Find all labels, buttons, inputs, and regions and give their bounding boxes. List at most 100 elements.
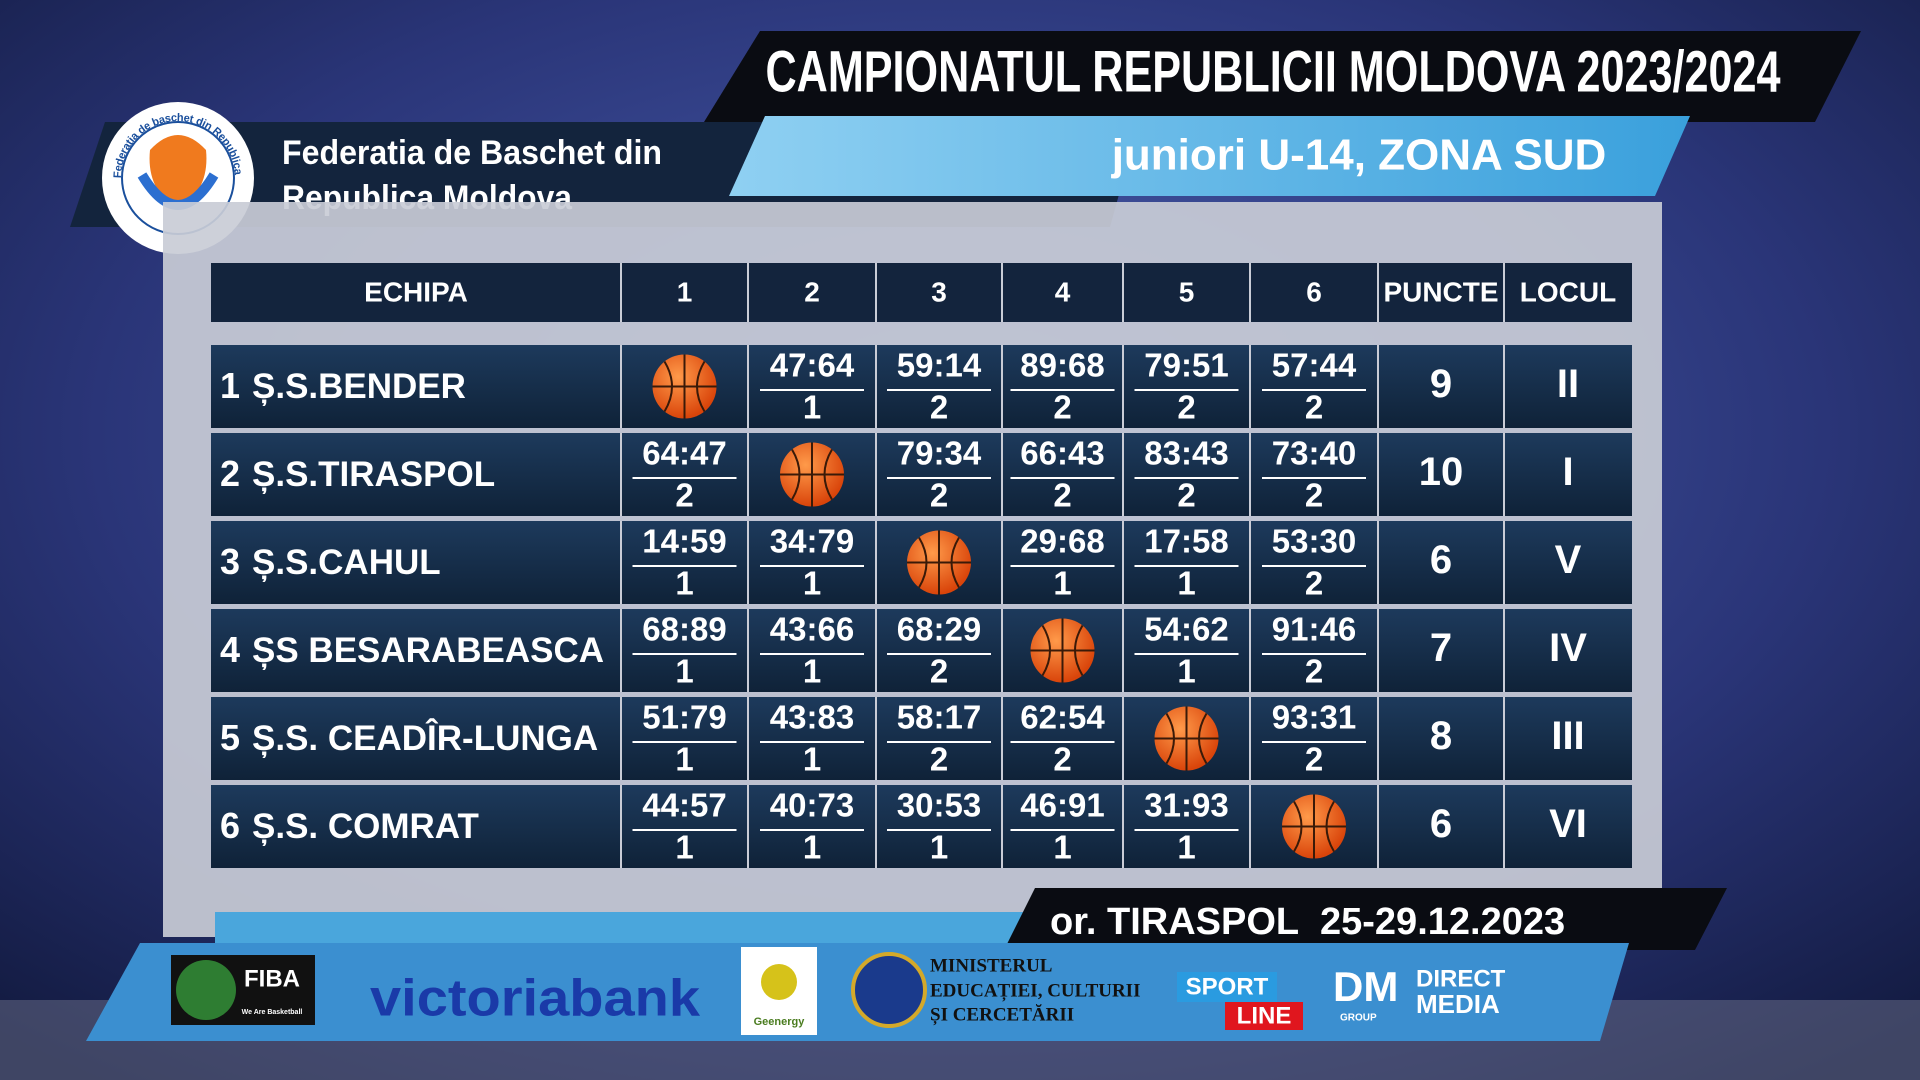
score: 53:30 xyxy=(1272,523,1356,560)
table-row xyxy=(211,609,1632,692)
sport: SPORT xyxy=(1186,973,1269,1000)
sport-box xyxy=(1177,972,1277,1002)
score: 46:91 xyxy=(1020,787,1104,824)
match-points: 2 xyxy=(1053,477,1071,514)
team-number: 6 xyxy=(220,805,240,846)
score: 59:14 xyxy=(897,347,982,384)
place: II xyxy=(1557,362,1579,406)
location-bar xyxy=(1004,888,1727,950)
place: III xyxy=(1551,714,1584,758)
total-points: 8 xyxy=(1430,714,1452,758)
team-name: Ș.S.BENDER xyxy=(252,367,466,406)
match-points: 1 xyxy=(803,829,821,866)
ball-seam xyxy=(1030,618,1095,683)
line: LINE xyxy=(1237,1002,1292,1029)
media-media: MEDIA xyxy=(1416,989,1500,1019)
score: 68:89 xyxy=(642,611,726,648)
score: 73:40 xyxy=(1272,435,1356,472)
table: ECHIPA 1 2 3 4 5 6 PUNCTE LOCUL 1 Ș.S.BENDER 47:64 1… xyxy=(211,263,1632,868)
subtitle-bar xyxy=(729,116,1690,196)
footer-strip xyxy=(215,912,1115,944)
ball-seam xyxy=(780,442,844,507)
ministry-line: MINISTERUL xyxy=(930,955,1052,976)
place: VI xyxy=(1549,802,1587,846)
match-points: 1 xyxy=(803,389,821,426)
match-points: 1 xyxy=(1177,829,1195,866)
score: 66:43 xyxy=(1020,435,1104,472)
score: 40:73 xyxy=(770,787,854,824)
team-name: Ș.S. COMRAT xyxy=(252,807,479,846)
score: 91:46 xyxy=(1272,611,1356,648)
fiba-tagline: We Are Basketball xyxy=(242,1009,303,1016)
match-points: 2 xyxy=(930,741,948,778)
match-points: 2 xyxy=(930,389,948,426)
match-points: 1 xyxy=(1177,653,1195,690)
media-group: GROUP xyxy=(1340,1013,1377,1024)
total-points: 6 xyxy=(1430,802,1452,846)
match-points: 2 xyxy=(1305,389,1323,426)
ball-seam xyxy=(1154,706,1219,771)
team-number: 2 xyxy=(220,453,240,494)
total-points: 10 xyxy=(1419,450,1464,494)
match-points: 2 xyxy=(930,477,948,514)
match-points: 1 xyxy=(803,653,821,690)
table-row xyxy=(211,785,1632,868)
line-box xyxy=(1225,1002,1303,1030)
score: 83:43 xyxy=(1144,435,1228,472)
score: 58:17 xyxy=(897,699,981,736)
team-number: 4 xyxy=(220,629,240,670)
score: 89:68 xyxy=(1020,347,1104,384)
score: 14:59 xyxy=(642,523,726,560)
column-header: 6 xyxy=(1306,276,1322,307)
column-header: 5 xyxy=(1179,276,1195,307)
ministry-line: ȘI CERCETĂRII xyxy=(930,1003,1074,1025)
energy-bulb xyxy=(761,964,797,1000)
match-points: 2 xyxy=(1305,477,1323,514)
energy: Geenergy xyxy=(754,1016,806,1028)
fiba-ball xyxy=(176,960,236,1020)
media-direct: DIRECT xyxy=(1416,965,1506,992)
place: V xyxy=(1555,538,1582,582)
title-bar xyxy=(704,31,1861,122)
team-name: Ș.S.CAHUL xyxy=(252,543,441,582)
score: 51:79 xyxy=(642,699,726,736)
score: 43:83 xyxy=(770,699,854,736)
subtitle: juniori U-14, ZONA SUD xyxy=(1111,131,1607,180)
table-row xyxy=(211,697,1632,780)
team-name: ȘS BESARABEASCA xyxy=(252,631,604,670)
match-points: 2 xyxy=(1177,389,1195,426)
ball-seam xyxy=(1282,794,1346,859)
federation-line: Federatia de Baschet din xyxy=(282,134,662,172)
ball-seam xyxy=(907,530,971,595)
match-points: 2 xyxy=(1305,653,1323,690)
score: 29:68 xyxy=(1020,523,1104,560)
match-points: 2 xyxy=(675,477,693,514)
bank: victoriabank xyxy=(370,970,700,1028)
column-header: PUNCTE xyxy=(1383,276,1498,307)
team-name: Ș.S. CEADÎR-LUNGA xyxy=(252,718,598,758)
title: CAMPIONATUL REPUBLICII MOLDOVA 2023/2024 xyxy=(766,39,1781,104)
match-points: 2 xyxy=(930,653,948,690)
column-header: 2 xyxy=(804,276,820,307)
match-points: 2 xyxy=(1053,741,1071,778)
match-points: 1 xyxy=(1053,829,1071,866)
column-header: LOCUL xyxy=(1520,276,1616,307)
column-header: 3 xyxy=(931,276,947,307)
match-points: 1 xyxy=(803,741,821,778)
score: 34:79 xyxy=(770,523,854,560)
ministry-line: EDUCAȚIEI, CULTURII xyxy=(930,980,1140,1001)
score: 79:51 xyxy=(1144,347,1228,384)
ministry-seal xyxy=(851,952,927,1028)
team-number: 5 xyxy=(220,717,240,758)
logo-ball xyxy=(149,135,207,210)
total-points: 6 xyxy=(1430,538,1452,582)
score: 54:62 xyxy=(1144,611,1228,648)
table-row xyxy=(211,433,1632,516)
match-points: 1 xyxy=(675,565,693,602)
column-header: 1 xyxy=(677,276,693,307)
match-points: 1 xyxy=(803,565,821,602)
dates: 25-29.12.2023 xyxy=(1320,901,1565,943)
team-number: 3 xyxy=(220,541,240,582)
score: 31:93 xyxy=(1144,787,1228,824)
